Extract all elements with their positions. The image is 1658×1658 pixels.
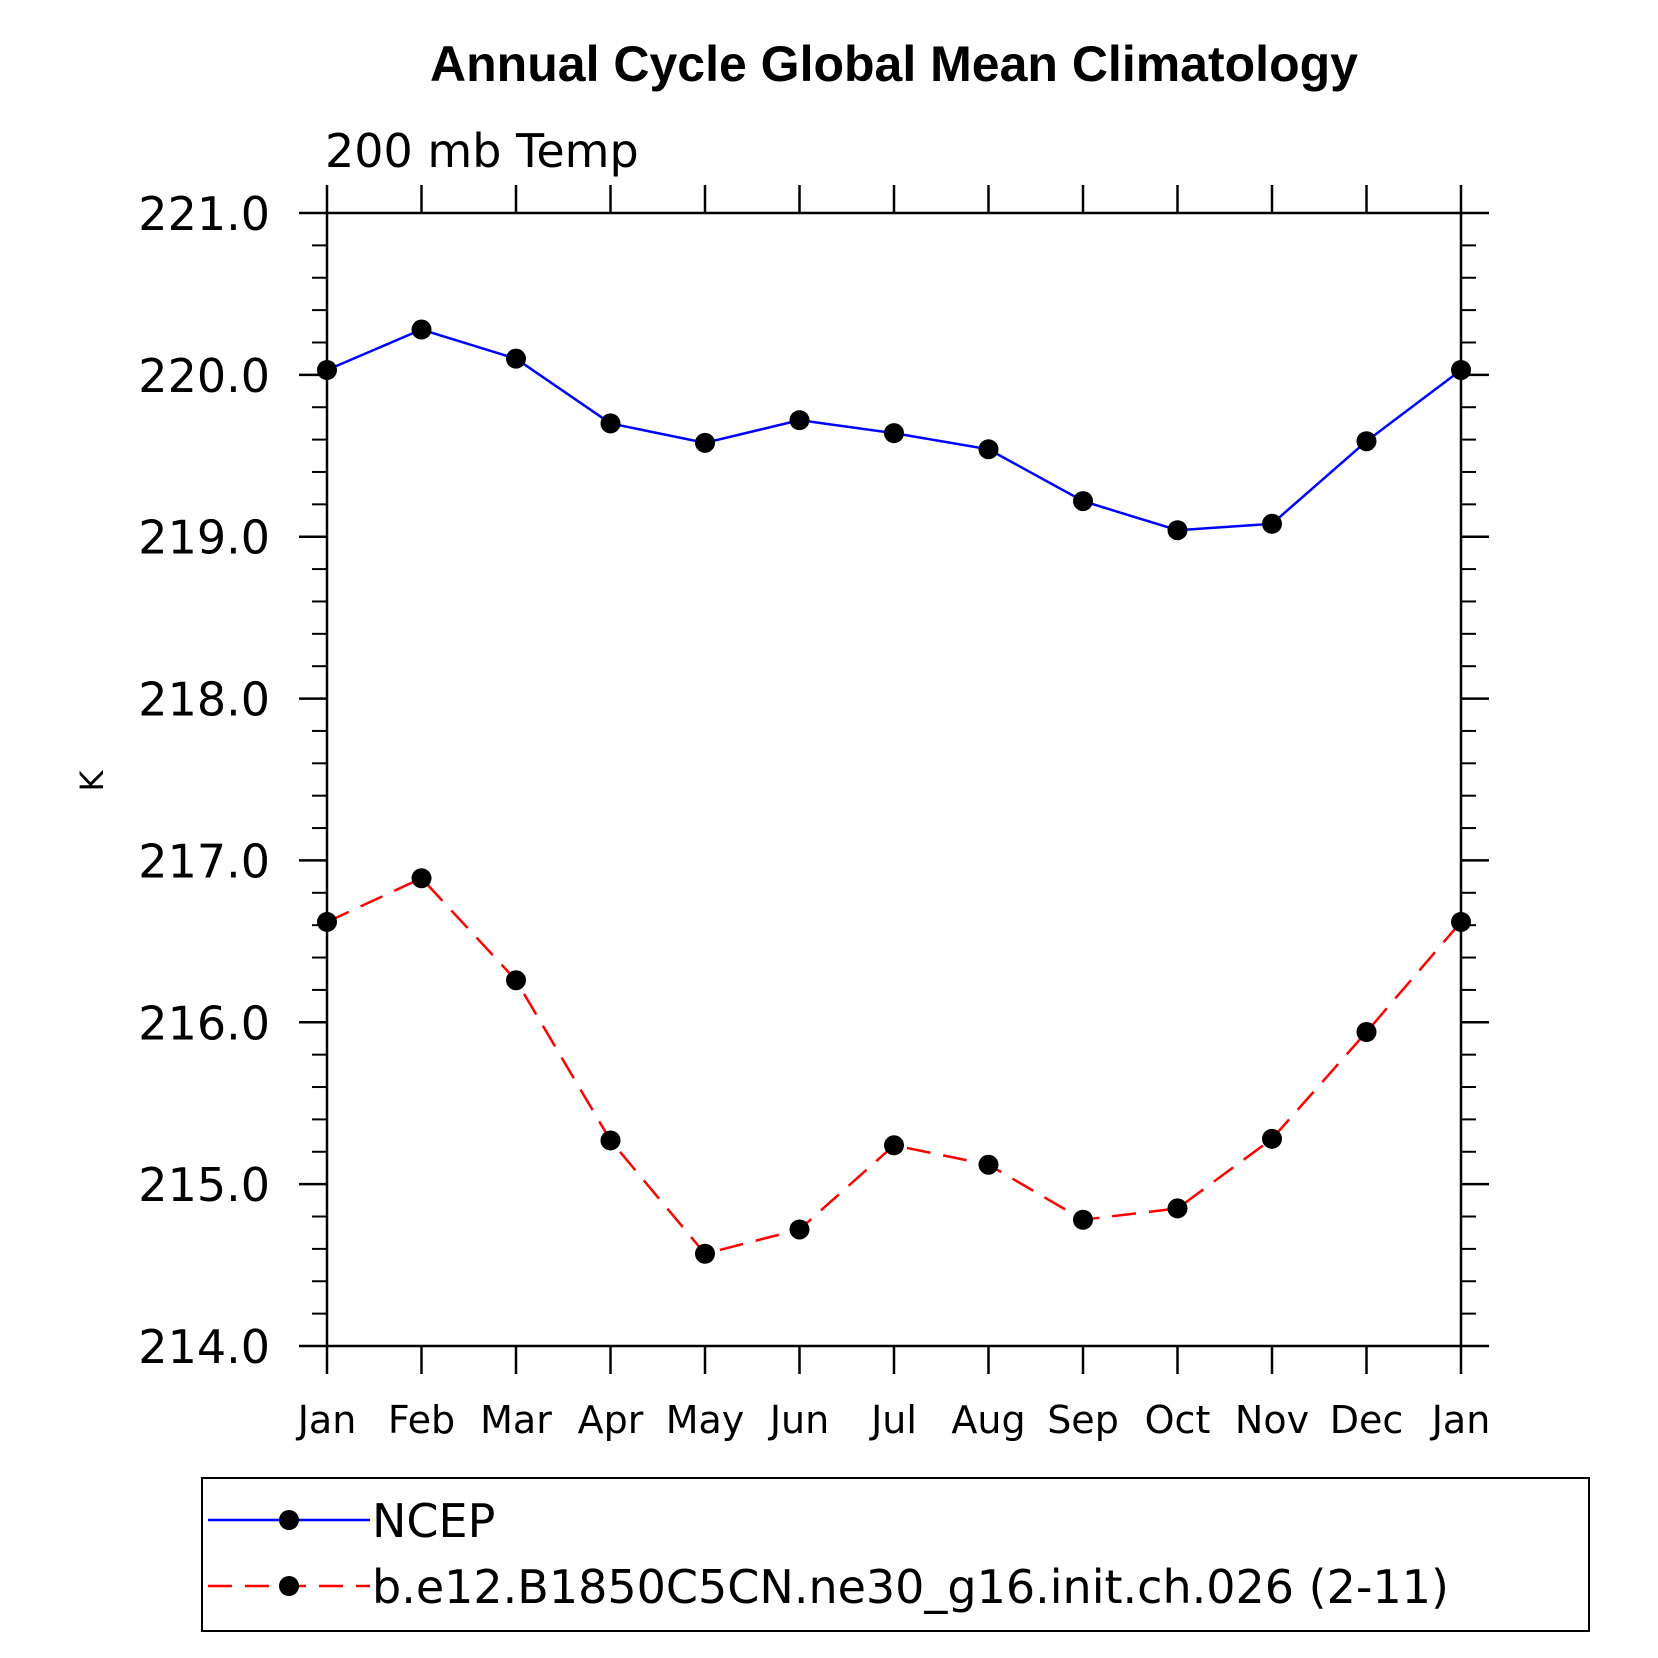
data-point-series-1	[695, 1243, 715, 1264]
y-tick-label: 221.0	[138, 187, 270, 241]
data-point-series-1	[411, 868, 432, 889]
legend-marker-1	[279, 1576, 299, 1596]
x-tick-label: Mar	[480, 1398, 552, 1442]
y-tick-label: 218.0	[138, 673, 270, 727]
legend: NCEP b.e12.B1850C5CN.ne30_g16.init.ch.026…	[201, 1477, 1590, 1632]
legend-label-0: NCEP	[372, 1494, 495, 1548]
data-point-series-1	[1451, 911, 1471, 932]
y-tick-label: 214.0	[138, 1320, 270, 1374]
x-tick-label: Jan	[296, 1398, 357, 1442]
data-point-series-1	[789, 1219, 810, 1240]
y-axis-label: K	[73, 769, 111, 791]
data-point-series-0	[789, 410, 810, 431]
data-point-series-0	[1073, 491, 1093, 512]
data-point-series-0	[506, 348, 526, 369]
data-point-series-1	[1356, 1021, 1377, 1042]
x-tick-label: Jul	[869, 1398, 917, 1442]
x-tick-label: Sep	[1047, 1398, 1119, 1442]
axes: 214.0 215.0 216.0 217.0 218.0 219.0 220.0 221.0…	[138, 185, 1490, 1442]
legend-marker-0	[279, 1510, 299, 1530]
y-tick-label: 219.0	[138, 511, 270, 565]
data-point-series-0	[695, 432, 715, 453]
x-tick-label: Feb	[388, 1398, 455, 1442]
legend-label-1: b.e12.B1850C5CN.ne30_g16.init.ch.026 (2-…	[372, 1560, 1449, 1614]
y-tick-label: 220.0	[138, 349, 270, 403]
series-line-1	[326, 876, 1462, 1256]
data-point-series-1	[506, 970, 526, 991]
data-point-series-0	[317, 360, 337, 381]
data-point-series-0	[978, 439, 999, 460]
data-point-series-1	[978, 1154, 999, 1175]
x-tick-label: Nov	[1235, 1398, 1309, 1442]
series-layer	[317, 319, 1471, 1264]
data-point-series-0	[1451, 360, 1471, 381]
chart-title: Annual Cycle Global Mean Climatology	[430, 36, 1358, 92]
y-tick-label: 216.0	[138, 996, 270, 1050]
data-point-series-1	[1167, 1198, 1188, 1219]
legend-box	[201, 1477, 1590, 1632]
data-point-series-0	[1356, 431, 1377, 452]
data-point-series-0	[411, 319, 432, 340]
y-tick-label: 217.0	[138, 834, 270, 888]
data-point-series-1	[1073, 1209, 1093, 1230]
x-tick-label: Dec	[1330, 1398, 1404, 1442]
plot-frame	[325, 211, 1463, 1348]
data-point-series-0	[600, 413, 621, 434]
x-tick-label: Jan	[1430, 1398, 1491, 1442]
x-tick-label: Aug	[951, 1398, 1025, 1442]
x-tick-label: Apr	[578, 1398, 644, 1442]
x-tick-label: Oct	[1145, 1398, 1211, 1442]
data-point-series-0	[1167, 520, 1188, 541]
data-point-series-1	[1262, 1128, 1282, 1149]
chart-subtitle: 200 mb Temp	[325, 124, 639, 178]
data-point-series-1	[884, 1135, 904, 1156]
data-point-series-0	[884, 423, 904, 444]
y-tick-label: 215.0	[138, 1158, 270, 1212]
data-point-series-1	[317, 911, 337, 932]
data-point-series-0	[1262, 513, 1282, 534]
x-tick-label: May	[666, 1398, 745, 1442]
x-tick-label: Jun	[768, 1398, 829, 1442]
data-point-series-1	[600, 1130, 621, 1151]
